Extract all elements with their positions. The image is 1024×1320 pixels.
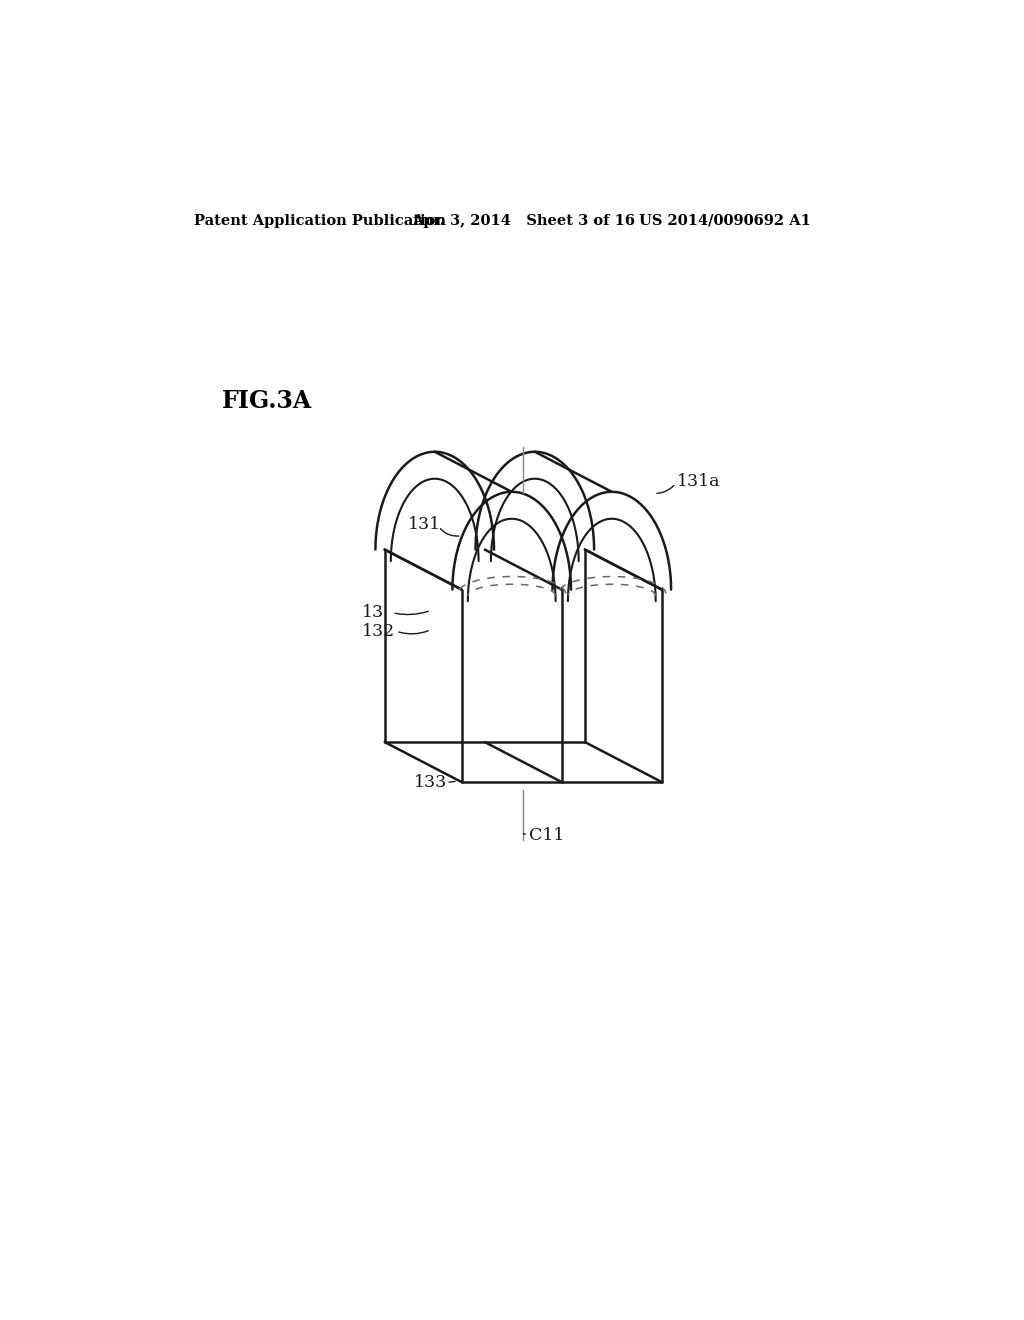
- Text: 133: 133: [414, 774, 447, 791]
- Text: Apr. 3, 2014   Sheet 3 of 16: Apr. 3, 2014 Sheet 3 of 16: [412, 214, 635, 228]
- Text: 131a: 131a: [677, 474, 721, 490]
- Text: Patent Application Publication: Patent Application Publication: [194, 214, 445, 228]
- Text: 13: 13: [361, 605, 384, 622]
- Text: C11: C11: [529, 828, 565, 845]
- Text: 132: 132: [361, 623, 395, 640]
- Text: 131: 131: [408, 516, 441, 533]
- Text: US 2014/0090692 A1: US 2014/0090692 A1: [639, 214, 811, 228]
- Text: FIG.3A: FIG.3A: [221, 389, 311, 413]
